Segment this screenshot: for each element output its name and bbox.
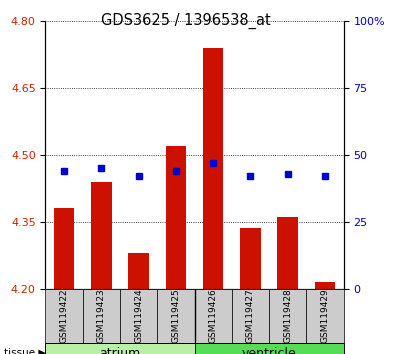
Text: tissue ▶: tissue ▶ bbox=[4, 348, 46, 354]
Text: GSM119425: GSM119425 bbox=[171, 289, 181, 343]
Bar bbox=[157, 289, 194, 343]
Text: GSM119429: GSM119429 bbox=[320, 289, 329, 343]
Bar bbox=[91, 182, 112, 289]
Text: GSM119423: GSM119423 bbox=[97, 289, 106, 343]
Bar bbox=[166, 146, 186, 289]
Bar bbox=[54, 209, 74, 289]
Bar bbox=[203, 48, 224, 289]
Bar bbox=[240, 228, 261, 289]
Bar bbox=[83, 289, 120, 343]
Text: ventricle: ventricle bbox=[242, 347, 297, 354]
Text: GSM119428: GSM119428 bbox=[283, 289, 292, 343]
Text: GDS3625 / 1396538_at: GDS3625 / 1396538_at bbox=[101, 12, 271, 29]
Bar bbox=[45, 289, 83, 343]
Bar bbox=[277, 217, 298, 289]
Bar bbox=[128, 253, 149, 289]
Bar bbox=[232, 289, 269, 343]
Bar bbox=[307, 289, 344, 343]
Text: GSM119427: GSM119427 bbox=[246, 289, 255, 343]
Text: atrium: atrium bbox=[100, 347, 141, 354]
Bar bbox=[315, 282, 335, 289]
Bar bbox=[194, 289, 232, 343]
Bar bbox=[269, 289, 307, 343]
Bar bbox=[194, 343, 344, 354]
Text: GSM119424: GSM119424 bbox=[134, 289, 143, 343]
Text: GSM119426: GSM119426 bbox=[209, 289, 218, 343]
Bar bbox=[45, 343, 194, 354]
Bar bbox=[120, 289, 157, 343]
Text: GSM119422: GSM119422 bbox=[60, 289, 69, 343]
